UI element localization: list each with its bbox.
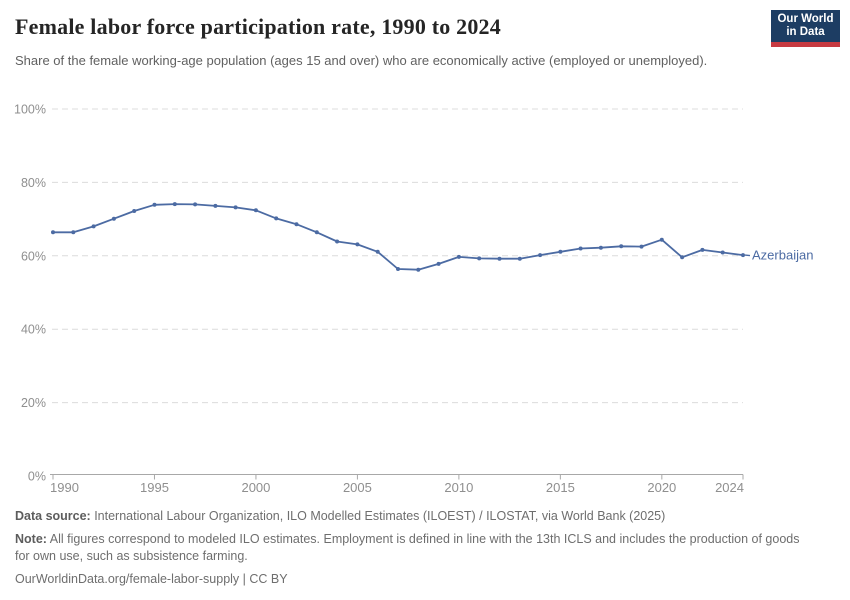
note-text: All figures correspond to modeled ILO es… bbox=[15, 531, 800, 564]
data-point bbox=[659, 237, 664, 242]
data-point bbox=[720, 250, 725, 255]
owid-logo-line2: in Data bbox=[786, 26, 825, 38]
data-point bbox=[375, 249, 380, 254]
data-point bbox=[71, 230, 76, 235]
data-point bbox=[132, 209, 137, 213]
owid-logo-line1: Our World bbox=[777, 12, 834, 25]
note-line: Note: All figures correspond to modeled … bbox=[15, 531, 813, 566]
data-point bbox=[416, 267, 421, 272]
y-tick-label: 40% bbox=[21, 323, 46, 337]
entity-label: Azerbaijan bbox=[752, 248, 813, 263]
owid-logo-accent-bar bbox=[771, 42, 840, 47]
data-point bbox=[152, 202, 157, 207]
data-point bbox=[477, 256, 482, 261]
x-tick-label: 2000 bbox=[241, 480, 270, 495]
data-source-line: Data source: International Labour Organi… bbox=[15, 508, 813, 526]
x-tick-label: 1995 bbox=[140, 480, 169, 495]
y-tick-label: 0% bbox=[28, 470, 46, 484]
owid-logo: Our World in Data bbox=[771, 10, 840, 47]
data-point bbox=[274, 216, 279, 221]
data-point bbox=[538, 253, 543, 258]
data-point bbox=[598, 245, 603, 250]
y-tick-label: 80% bbox=[21, 176, 46, 190]
data-point bbox=[253, 208, 258, 213]
data-point bbox=[172, 202, 177, 207]
data-point bbox=[355, 242, 360, 247]
data-point bbox=[578, 246, 583, 251]
y-tick-label: 60% bbox=[21, 249, 46, 263]
data-point bbox=[213, 203, 218, 208]
data-point bbox=[51, 230, 55, 235]
chart-subtitle: Share of the female working-age populati… bbox=[15, 53, 708, 68]
data-point bbox=[456, 254, 461, 259]
data-point bbox=[741, 253, 745, 258]
data-point bbox=[700, 247, 705, 252]
x-tick-label: 2015 bbox=[546, 480, 575, 495]
data-point bbox=[680, 255, 685, 260]
citation-line: OurWorldinData.org/female-labor-supply |… bbox=[15, 571, 288, 586]
data-point bbox=[294, 222, 299, 227]
data-source-text: International Labour Organization, ILO M… bbox=[90, 509, 666, 523]
data-point bbox=[314, 230, 319, 235]
x-tick-label: 2010 bbox=[444, 480, 473, 495]
y-tick-label: 20% bbox=[21, 396, 46, 410]
x-tick-label: 1990 bbox=[50, 480, 79, 495]
x-tick-label: 2005 bbox=[343, 480, 372, 495]
data-point bbox=[396, 267, 400, 271]
y-tick-label: 100% bbox=[14, 103, 46, 117]
data-point bbox=[497, 256, 502, 261]
data-point bbox=[193, 202, 198, 207]
data-point bbox=[639, 244, 644, 249]
data-point bbox=[558, 249, 563, 254]
data-point bbox=[233, 205, 238, 210]
x-tick-label: 2024 bbox=[715, 480, 744, 495]
chart-footer: Data source: International Labour Organi… bbox=[15, 508, 813, 593]
data-point bbox=[436, 261, 441, 266]
x-tick-label: 2020 bbox=[647, 480, 676, 495]
data-point bbox=[619, 244, 624, 249]
page-title: Female labor force participation rate, 1… bbox=[15, 14, 501, 39]
data-point bbox=[91, 224, 96, 229]
entity-label-connector bbox=[744, 254, 751, 257]
data-point bbox=[517, 256, 522, 261]
owid-logo-text: Our World in Data bbox=[771, 10, 840, 42]
data-line-azerbaijan bbox=[52, 203, 744, 271]
note-label: Note: bbox=[15, 531, 47, 546]
data-point bbox=[335, 239, 340, 244]
data-point bbox=[111, 216, 116, 221]
data-source-label: Data source: bbox=[15, 509, 91, 523]
